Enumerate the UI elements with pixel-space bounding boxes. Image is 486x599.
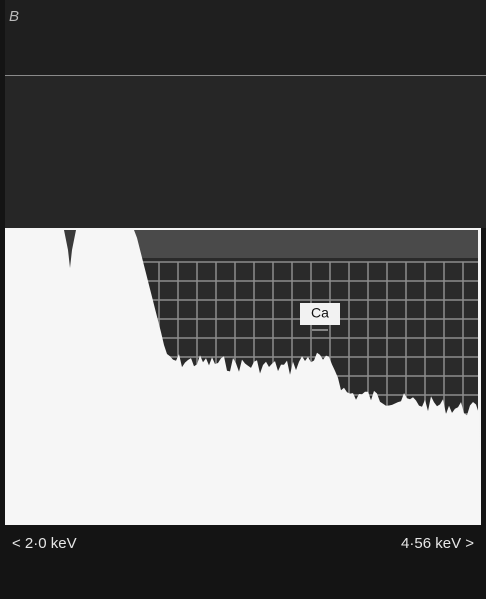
figure: Ca B < 2·0 keV 4·56 keV > — [0, 0, 486, 599]
display-header — [133, 230, 478, 258]
panel-label: B — [9, 8, 19, 25]
axis-start-label: < 2·0 keV — [12, 535, 77, 552]
top-strip — [5, 0, 486, 75]
peak-label: Ca — [311, 305, 329, 321]
axis-end-label: 4·56 keV > — [401, 535, 474, 552]
spectrum-photo: Ca B < 2·0 keV 4·56 keV > — [0, 0, 486, 599]
upper-screen — [5, 76, 486, 228]
